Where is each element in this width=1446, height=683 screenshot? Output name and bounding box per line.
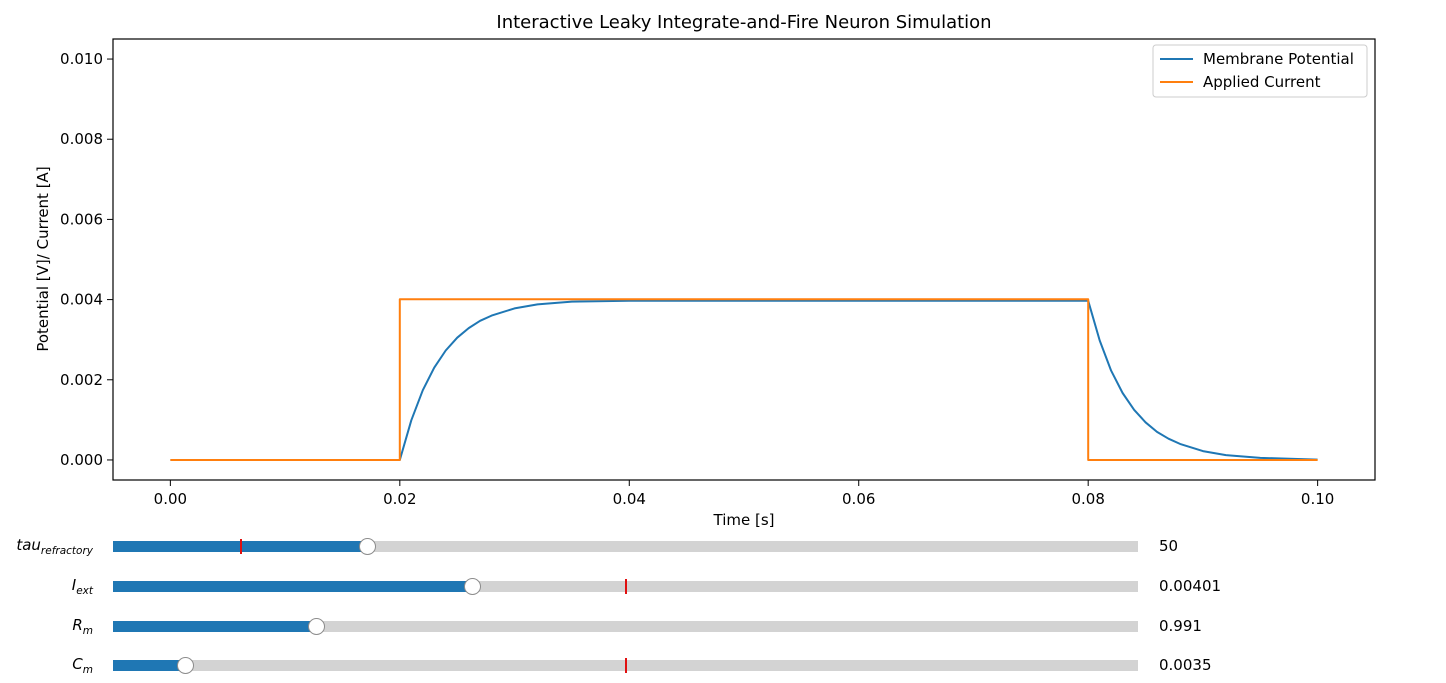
slider-fill xyxy=(113,621,316,632)
slider-track[interactable] xyxy=(113,578,1138,595)
legend-label-applied-current: Applied Current xyxy=(1203,73,1321,91)
slider-track[interactable] xyxy=(113,618,1138,635)
y-tick-label: 0.002 xyxy=(60,371,103,389)
y-tick-label: 0.008 xyxy=(60,130,103,148)
y-axis-ticks: 0.000 0.002 0.004 0.006 0.008 0.010 xyxy=(60,50,113,469)
slider-label-c-m: Cm xyxy=(72,655,93,676)
series-layer xyxy=(170,298,1318,461)
legend-box xyxy=(1152,44,1368,98)
slider-label-tau-refractory: taurefractory xyxy=(16,536,93,557)
x-tick-label: 0.04 xyxy=(613,490,646,508)
slider-handle[interactable] xyxy=(463,578,481,595)
slider-value: 0.991 xyxy=(1159,617,1202,635)
y-tick-label: 0.010 xyxy=(60,50,103,68)
series-line-applied-current xyxy=(170,298,1318,461)
x-axis-label: Time [s] xyxy=(713,511,775,529)
slider-fill xyxy=(113,541,368,552)
x-tick-label: 0.00 xyxy=(154,490,187,508)
slider-handle[interactable] xyxy=(359,538,377,555)
slider-tau-refractory[interactable]: taurefractory 50 xyxy=(0,536,1446,558)
legend: Membrane Potential Applied Current xyxy=(1152,44,1368,98)
x-tick-label: 0.08 xyxy=(1071,490,1104,508)
x-tick-label: 0.10 xyxy=(1301,490,1334,508)
slider-initial-marker xyxy=(624,658,627,673)
slider-label-i-ext: Iext xyxy=(71,576,93,597)
slider-fill xyxy=(113,660,185,671)
x-axis-ticks: 0.00 0.02 0.04 0.06 0.08 0.10 xyxy=(154,480,1334,508)
slider-r-m[interactable]: Rm 0.991 xyxy=(0,616,1446,638)
x-tick-label: 0.02 xyxy=(383,490,416,508)
slider-value: 0.00401 xyxy=(1159,577,1222,595)
slider-track[interactable] xyxy=(113,657,1138,674)
y-axis-label: Potential [V]/ Current [A] xyxy=(34,166,52,351)
series-line-membrane-potential xyxy=(170,299,1318,461)
y-tick-label: 0.000 xyxy=(60,451,103,469)
slider-track[interactable] xyxy=(113,538,1138,555)
slider-i-ext[interactable]: Iext 0.00401 xyxy=(0,576,1446,598)
slider-value: 0.0035 xyxy=(1159,656,1212,674)
legend-label-membrane-potential: Membrane Potential xyxy=(1203,50,1354,68)
plot-frame xyxy=(112,38,1376,481)
x-tick-label: 0.06 xyxy=(842,490,875,508)
y-tick-label: 0.006 xyxy=(60,210,103,228)
slider-label-r-m: Rm xyxy=(72,616,93,637)
slider-initial-marker xyxy=(624,579,627,594)
slider-handle[interactable] xyxy=(307,618,325,635)
slider-handle[interactable] xyxy=(176,657,194,674)
chart-title: Interactive Leaky Integrate-and-Fire Neu… xyxy=(496,12,991,33)
slider-fill xyxy=(113,581,472,592)
slider-c-m[interactable]: Cm 0.0035 xyxy=(0,655,1446,677)
slider-value: 50 xyxy=(1159,537,1179,555)
y-tick-label: 0.004 xyxy=(60,291,103,309)
slider-initial-marker xyxy=(240,539,243,554)
